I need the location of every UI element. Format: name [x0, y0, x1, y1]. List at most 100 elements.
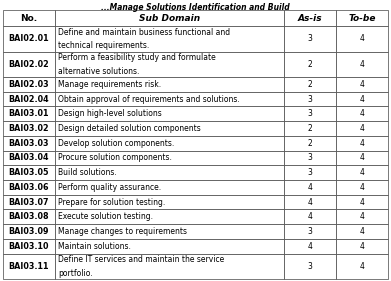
Text: ...Manage Solutions Identification and Build: ...Manage Solutions Identification and B… — [101, 3, 290, 12]
Text: Perform quality assurance.: Perform quality assurance. — [58, 183, 161, 192]
Bar — [3, 10, 55, 26]
Text: 4: 4 — [360, 262, 364, 271]
Text: 3: 3 — [308, 262, 312, 271]
Text: BAI03.06: BAI03.06 — [9, 183, 49, 192]
Text: 3: 3 — [308, 168, 312, 177]
Text: 4: 4 — [360, 139, 364, 148]
Bar — [3, 136, 55, 151]
Text: 4: 4 — [360, 109, 364, 118]
Bar — [3, 77, 55, 92]
Text: Execute solution testing.: Execute solution testing. — [58, 212, 153, 221]
Text: 4: 4 — [308, 212, 312, 221]
Text: BAI02.02: BAI02.02 — [9, 60, 49, 69]
Text: 4: 4 — [308, 183, 312, 192]
Bar — [55, 52, 284, 77]
Text: BAI03.11: BAI03.11 — [9, 262, 49, 271]
Text: 4: 4 — [360, 198, 364, 207]
Text: Define and maintain business functional and: Define and maintain business functional … — [58, 28, 230, 37]
Text: BAI03.01: BAI03.01 — [9, 109, 49, 118]
Text: portfolio.: portfolio. — [58, 269, 93, 278]
Text: Define IT services and maintain the service: Define IT services and maintain the serv… — [58, 255, 224, 264]
Bar — [284, 254, 336, 279]
Bar — [284, 180, 336, 195]
Bar — [336, 52, 388, 77]
Text: BAI03.05: BAI03.05 — [9, 168, 49, 177]
Bar — [55, 26, 284, 52]
Text: BAI02.04: BAI02.04 — [9, 95, 49, 104]
Bar — [284, 92, 336, 106]
Bar — [336, 239, 388, 254]
Text: BAI03.03: BAI03.03 — [9, 139, 49, 148]
Text: technical requirements.: technical requirements. — [58, 41, 149, 50]
Bar — [284, 224, 336, 239]
Bar — [336, 26, 388, 52]
Text: 4: 4 — [360, 35, 364, 44]
Bar — [55, 121, 284, 136]
Text: BAI03.02: BAI03.02 — [9, 124, 49, 133]
Bar — [55, 151, 284, 165]
Text: Design high-level solutions: Design high-level solutions — [58, 109, 162, 118]
Text: 4: 4 — [360, 153, 364, 162]
Text: 4: 4 — [360, 242, 364, 251]
Bar — [336, 121, 388, 136]
Bar — [3, 209, 55, 224]
Text: Prepare for solution testing.: Prepare for solution testing. — [58, 198, 165, 207]
Text: To-be: To-be — [348, 13, 376, 23]
Text: 4: 4 — [360, 227, 364, 236]
Bar — [55, 77, 284, 92]
Bar — [336, 195, 388, 209]
Text: BAI03.07: BAI03.07 — [9, 198, 49, 207]
Text: Obtain approval of requirements and solutions.: Obtain approval of requirements and solu… — [58, 95, 240, 104]
Text: BAI02.03: BAI02.03 — [9, 80, 49, 89]
Text: Manage changes to requirements: Manage changes to requirements — [58, 227, 187, 236]
Bar — [336, 180, 388, 195]
Bar — [55, 224, 284, 239]
Text: Perform a feasibility study and formulate: Perform a feasibility study and formulat… — [58, 53, 216, 62]
Bar — [336, 165, 388, 180]
Bar — [3, 224, 55, 239]
Text: As-is: As-is — [298, 13, 322, 23]
Bar — [284, 121, 336, 136]
Text: Design detailed solution components: Design detailed solution components — [58, 124, 201, 133]
Text: 4: 4 — [360, 60, 364, 69]
Bar — [3, 239, 55, 254]
Bar — [3, 254, 55, 279]
Text: 3: 3 — [308, 227, 312, 236]
Text: 2: 2 — [308, 139, 312, 148]
Bar — [336, 136, 388, 151]
Bar — [284, 26, 336, 52]
Text: 4: 4 — [360, 95, 364, 104]
Text: Build solutions.: Build solutions. — [58, 168, 117, 177]
Bar — [3, 26, 55, 52]
Bar — [55, 10, 284, 26]
Bar — [284, 165, 336, 180]
Text: alternative solutions.: alternative solutions. — [58, 67, 139, 76]
Bar — [3, 195, 55, 209]
Bar — [55, 254, 284, 279]
Bar — [336, 92, 388, 106]
Text: Maintain solutions.: Maintain solutions. — [58, 242, 131, 251]
Text: 4: 4 — [308, 198, 312, 207]
Bar — [3, 180, 55, 195]
Bar — [284, 136, 336, 151]
Bar — [284, 195, 336, 209]
Bar — [3, 106, 55, 121]
Text: No.: No. — [20, 13, 38, 23]
Text: BAI03.04: BAI03.04 — [9, 153, 49, 162]
Text: 2: 2 — [308, 124, 312, 133]
Text: BAI03.08: BAI03.08 — [9, 212, 49, 221]
Text: 3: 3 — [308, 35, 312, 44]
Bar — [55, 106, 284, 121]
Bar — [55, 136, 284, 151]
Text: Procure solution components.: Procure solution components. — [58, 153, 172, 162]
Text: 3: 3 — [308, 95, 312, 104]
Bar — [284, 239, 336, 254]
Bar — [3, 165, 55, 180]
Text: Develop solution components.: Develop solution components. — [58, 139, 174, 148]
Bar — [3, 52, 55, 77]
Text: BAI03.09: BAI03.09 — [9, 227, 49, 236]
Bar — [336, 224, 388, 239]
Bar — [55, 195, 284, 209]
Bar — [336, 106, 388, 121]
Text: Sub Domain: Sub Domain — [139, 13, 200, 23]
